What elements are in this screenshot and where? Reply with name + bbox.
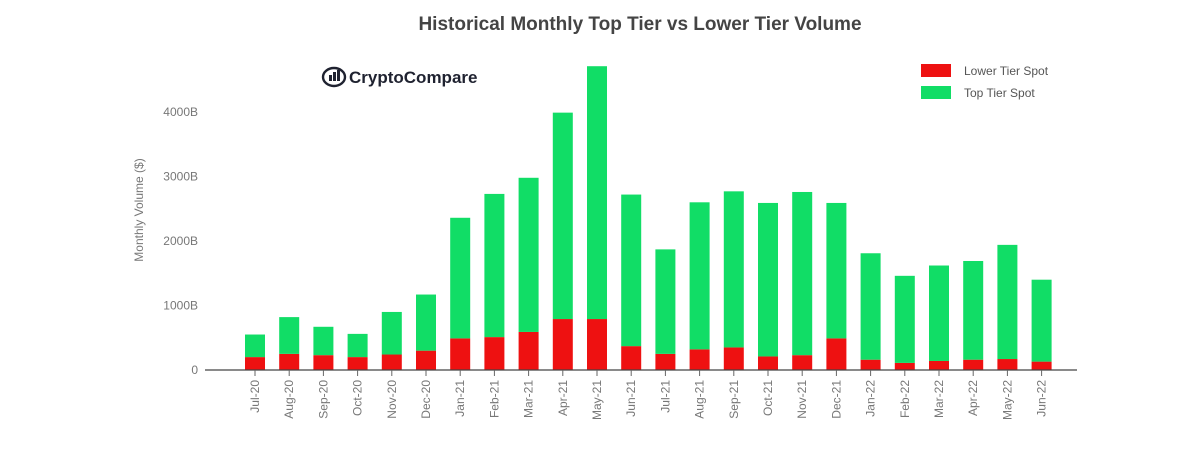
bar-top-tier	[689, 202, 710, 350]
bar-top-tier	[758, 202, 778, 357]
bar-top-tier	[826, 202, 847, 339]
bar-top-tier	[313, 326, 334, 356]
bar-top-tier	[552, 112, 573, 320]
y-axis-ticks: 0 1000B 2000B 3000B 4000B	[163, 105, 198, 377]
bar-lower-tier	[621, 346, 642, 370]
x-tick-label: Oct-21	[761, 380, 775, 416]
x-tick-label: May-21	[590, 380, 604, 420]
bar-top-tier	[963, 260, 984, 360]
x-tick-label: Dec-20	[419, 380, 433, 419]
legend-label-lower: Lower Tier Spot	[964, 64, 1049, 78]
bar-top-tier	[860, 253, 881, 360]
bar-lower-tier	[518, 331, 539, 370]
bar-lower-tier	[416, 350, 436, 370]
bar-lower-tier	[689, 349, 710, 370]
bar-top-tier	[997, 244, 1018, 360]
logo-text: CryptoCompare	[349, 68, 477, 87]
bar-lower-tier	[245, 357, 265, 370]
bar-lower-tier	[723, 347, 744, 370]
x-tick-label: Jan-21	[453, 380, 467, 417]
bar-lower-tier	[758, 356, 778, 370]
bar-top-tier	[450, 217, 471, 339]
bar-lower-tier	[963, 359, 984, 370]
y-axis-label: Monthly Volume ($)	[132, 158, 146, 261]
x-tick-label: Jul-20	[248, 380, 262, 413]
bar-lower-tier	[655, 353, 676, 370]
x-tick-label: Feb-22	[898, 380, 912, 418]
x-tick-label: Sep-20	[316, 380, 330, 419]
chart-title: Historical Monthly Top Tier vs Lower Tie…	[418, 14, 861, 35]
bar-top-tier	[279, 317, 300, 354]
x-axis-ticks: Jul-20 Aug-20 Sep-20 Oct-20 Nov-20 Dec-20 Jan-…	[248, 370, 1049, 420]
bar-lower-tier	[792, 355, 813, 370]
legend-item-lower: Lower Tier Spot	[921, 64, 1049, 78]
bar-top-tier	[518, 177, 539, 332]
bar-lower-tier	[587, 319, 607, 370]
bar-top-tier	[929, 265, 949, 361]
bar-top-tier	[723, 191, 744, 348]
bar-lower-tier	[313, 355, 334, 370]
bar-top-tier	[347, 333, 368, 358]
bar-top-tier	[245, 334, 265, 358]
legend-swatch-lower	[921, 64, 951, 77]
x-tick-label: Jun-21	[624, 380, 638, 417]
x-tick-label: May-22	[1000, 380, 1014, 420]
bar-top-tier	[894, 275, 915, 363]
x-tick-label: Mar-22	[932, 380, 946, 418]
x-tick-label: Aug-20	[282, 380, 296, 419]
bar-lower-tier	[1031, 361, 1052, 370]
bars	[245, 66, 1052, 370]
bar-lower-tier	[484, 337, 505, 370]
bar-lower-tier	[450, 338, 471, 370]
x-tick-label: Oct-20	[351, 380, 365, 416]
y-tick-label: 3000B	[163, 170, 198, 184]
bar-top-tier	[655, 249, 676, 354]
bar-top-tier	[381, 311, 402, 355]
bar-top-tier	[792, 191, 813, 356]
bar-top-tier	[587, 66, 607, 320]
x-tick-label: Aug-21	[693, 380, 707, 419]
x-tick-label: Jul-21	[658, 380, 672, 413]
x-tick-label: Sep-21	[727, 380, 741, 419]
bar-lower-tier	[860, 359, 881, 370]
bar-lower-tier	[929, 360, 949, 370]
legend: Lower Tier Spot Top Tier Spot	[921, 64, 1049, 100]
bar-lower-tier	[997, 359, 1018, 370]
bar-top-tier	[1031, 279, 1052, 362]
y-tick-label: 4000B	[163, 105, 198, 119]
bar-lower-tier	[279, 353, 300, 370]
bar-lower-tier	[826, 338, 847, 370]
x-tick-label: Nov-20	[385, 380, 399, 419]
y-tick-label: 0	[191, 363, 198, 377]
legend-label-top: Top Tier Spot	[964, 86, 1035, 100]
x-tick-label: Apr-22	[966, 380, 980, 416]
bar-top-tier	[484, 193, 505, 338]
bar-lower-tier	[347, 357, 368, 370]
bar-lower-tier	[894, 362, 915, 370]
bar-top-tier	[416, 294, 436, 351]
cryptocompare-logo: CryptoCompare	[321, 66, 477, 88]
legend-item-top: Top Tier Spot	[921, 86, 1035, 100]
y-tick-label: 2000B	[163, 234, 198, 248]
x-tick-label: Mar-21	[522, 380, 536, 418]
y-tick-label: 1000B	[163, 299, 198, 313]
x-tick-label: Dec-21	[829, 380, 843, 419]
x-tick-label: Jun-22	[1035, 380, 1049, 417]
x-tick-label: Apr-21	[556, 380, 570, 416]
x-tick-label: Nov-21	[795, 380, 809, 419]
x-tick-label: Jan-22	[864, 380, 878, 417]
bar-lower-tier	[381, 354, 402, 370]
x-tick-label: Feb-21	[487, 380, 501, 418]
legend-swatch-top	[921, 86, 951, 99]
bar-top-tier	[621, 194, 642, 347]
logo-icon	[321, 66, 347, 88]
bar-lower-tier	[552, 319, 573, 370]
